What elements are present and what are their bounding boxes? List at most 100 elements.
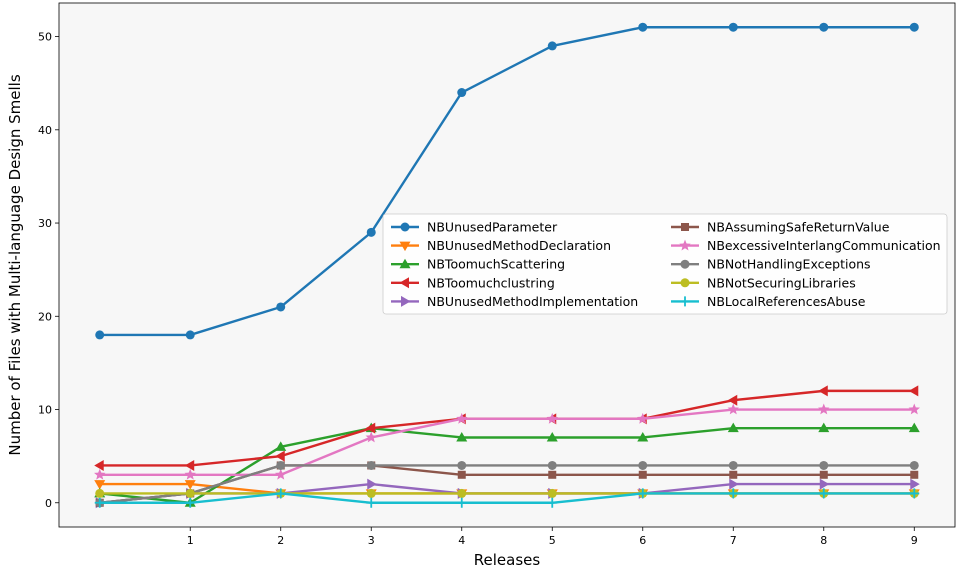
data-point	[276, 460, 286, 470]
x-tick-label: 9	[911, 534, 918, 547]
data-point	[366, 460, 376, 470]
legend-marker	[399, 241, 411, 252]
data-point	[95, 330, 105, 340]
series-line	[99, 464, 915, 504]
data-point	[365, 431, 377, 443]
data-point	[366, 497, 377, 508]
legend-label: NBLocalReferencesAbuse	[707, 294, 866, 309]
data-point	[819, 478, 830, 490]
data-point	[547, 460, 557, 470]
data-point	[184, 480, 196, 490]
data-point	[728, 460, 738, 470]
x-tick-label: 6	[639, 534, 646, 547]
data-point	[184, 468, 196, 480]
data-point	[546, 431, 558, 442]
x-tick-label: 1	[187, 534, 194, 547]
data-point	[457, 488, 467, 498]
data-point	[275, 488, 286, 499]
data-point	[909, 22, 919, 32]
data-point	[818, 488, 829, 499]
y-tick-label: 40	[38, 124, 52, 137]
legend-marker	[680, 296, 690, 307]
data-point	[275, 450, 285, 462]
data-point	[547, 41, 557, 51]
data-point	[457, 470, 466, 479]
data-point	[727, 394, 738, 406]
legend-marker	[399, 258, 411, 269]
data-point	[728, 22, 738, 32]
legend-label: NBToomuchScattering	[427, 257, 565, 272]
legend-item: NBexcessiveInterlangCommunication	[671, 238, 941, 253]
legend-label: NBUnusedParameter	[427, 220, 558, 235]
data-point	[819, 460, 829, 470]
legend-marker	[681, 223, 689, 231]
x-axis-ticks: 1 2 3 4 5 6 7 8 9	[187, 527, 918, 547]
data-point	[456, 497, 467, 508]
data-point	[276, 302, 286, 312]
data-point	[637, 412, 649, 424]
data-point	[910, 478, 920, 490]
legend-label: NBNotHandlingExceptions	[707, 257, 871, 272]
data-point	[184, 459, 195, 471]
series-line	[99, 492, 915, 504]
x-tick-label: 7	[730, 534, 737, 547]
data-point	[818, 385, 828, 397]
legend: NBUnusedParameter NBUnusedMethodDeclarati…	[382, 213, 948, 315]
data-point	[456, 431, 468, 442]
data-point	[185, 330, 195, 340]
data-point	[908, 422, 920, 433]
data-point	[729, 478, 739, 490]
data-point	[456, 412, 468, 424]
data-point	[729, 470, 738, 479]
data-point	[367, 478, 377, 490]
x-tick-label: 4	[458, 534, 465, 547]
x-tick-label: 5	[549, 534, 556, 547]
x-tick-label: 2	[277, 534, 284, 547]
data-point	[95, 488, 105, 498]
y-tick-label: 20	[38, 310, 52, 323]
data-point	[547, 488, 557, 498]
data-point	[365, 422, 376, 434]
legend-label: NBUnusedMethodDeclaration	[427, 238, 611, 253]
y-tick-label: 10	[38, 404, 52, 417]
data-point	[547, 497, 558, 508]
series-line	[99, 26, 915, 337]
series-6	[94, 403, 920, 480]
data-point	[818, 403, 830, 415]
data-point	[546, 412, 558, 424]
data-point	[819, 22, 829, 32]
legend-label: NBexcessiveInterlangCommunication	[707, 238, 941, 253]
data-point	[638, 460, 648, 470]
data-point	[637, 431, 649, 442]
data-point	[94, 459, 104, 471]
data-point	[908, 385, 919, 397]
series-7	[95, 460, 919, 508]
legend-marker	[399, 277, 409, 289]
series-line	[99, 408, 915, 476]
data-point	[548, 470, 557, 479]
data-point	[94, 468, 106, 480]
legend-item: NBToomuchScattering	[391, 257, 565, 272]
data-point	[94, 480, 106, 490]
legend-label: NBToomuchclustring	[427, 275, 555, 290]
data-point	[185, 488, 195, 498]
y-tick-label: 0	[45, 497, 52, 510]
legend-item: NBNotSecuringLibraries	[671, 275, 856, 290]
data-point	[457, 88, 467, 98]
data-point	[909, 488, 920, 499]
y-axis-ticks: 0 10 20 30 40 50	[38, 31, 59, 510]
data-point	[637, 488, 648, 499]
legend-label: NBAssumingSafeReturnValue	[707, 220, 890, 235]
legend-marker	[401, 295, 411, 307]
series-layer	[94, 22, 920, 509]
legend-label: NBNotSecuringLibraries	[707, 275, 856, 290]
legend-item: NBLocalReferencesAbuse	[671, 294, 866, 309]
data-point	[366, 227, 376, 237]
legend-marker	[680, 259, 690, 269]
data-point	[909, 460, 919, 470]
legend-box	[382, 213, 948, 315]
data-point	[819, 470, 828, 479]
data-point	[910, 470, 919, 479]
data-point	[185, 497, 196, 508]
data-point	[638, 22, 648, 32]
